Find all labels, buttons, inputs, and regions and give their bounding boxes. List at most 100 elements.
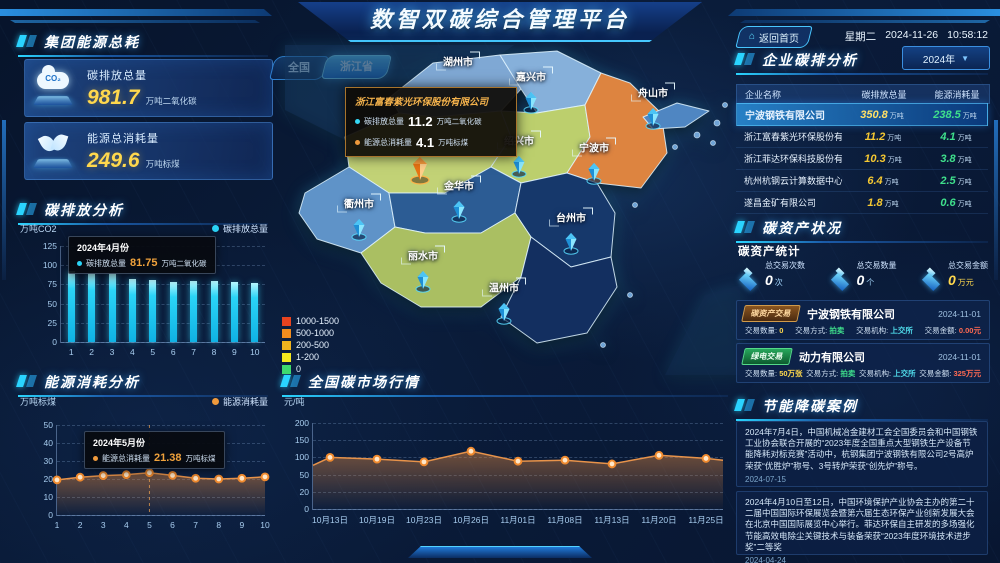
year-dropdown[interactable]: 2024年 ▼ bbox=[902, 46, 990, 70]
tooltip-dot-icon bbox=[355, 119, 360, 124]
line-data-point[interactable] bbox=[701, 454, 711, 463]
city-label-丽水市[interactable]: 丽水市 bbox=[401, 245, 445, 265]
city-label-衢州市[interactable]: 衢州市 bbox=[337, 193, 381, 213]
emission-bar[interactable] bbox=[108, 273, 116, 342]
city-label-宁波市[interactable]: 宁波市 bbox=[572, 137, 616, 157]
emission-bar[interactable] bbox=[67, 271, 75, 342]
emission-bar[interactable] bbox=[251, 282, 259, 342]
tooltip-company-name: 浙江富春紫光环保股份有限公司 bbox=[355, 97, 489, 108]
legend-dot-icon bbox=[211, 225, 219, 232]
city-label-舟山市[interactable]: 舟山市 bbox=[631, 82, 675, 102]
city-label-嘉兴市[interactable]: 嘉兴市 bbox=[509, 66, 553, 86]
city-pin-icon[interactable] bbox=[645, 106, 661, 135]
section-title-carbon-asset: 碳资产状况 bbox=[734, 218, 988, 243]
city-pin-icon[interactable] bbox=[415, 269, 431, 298]
city-pin-icon[interactable] bbox=[351, 217, 367, 246]
region-ningbo bbox=[566, 72, 668, 189]
city-pin-icon[interactable] bbox=[586, 161, 602, 190]
city-label-金华市[interactable]: 金华市 bbox=[437, 175, 481, 195]
zhejiang-map[interactable]: 湖州市 嘉兴市 舟山市 绍兴市 宁波市 金华市 衢州市 台州市 丽水市 温州市 bbox=[275, 31, 740, 375]
city-label-温州市[interactable]: 温州市 bbox=[482, 277, 526, 297]
x-axis-tick: 11月08日 bbox=[547, 515, 583, 525]
city-pin-icon[interactable] bbox=[496, 301, 512, 330]
y-axis-unit: 万吨CO2 bbox=[20, 224, 57, 234]
city-pin-icon[interactable] bbox=[451, 199, 467, 228]
x-axis-tick: 10月26日 bbox=[453, 515, 489, 525]
line-data-point[interactable] bbox=[98, 471, 108, 480]
emission-value: 11.2 bbox=[864, 130, 886, 143]
emission-bar[interactable] bbox=[210, 281, 218, 342]
y-axis-tick: 0 bbox=[304, 504, 309, 514]
gridline bbox=[61, 284, 265, 286]
city-pin-icon[interactable] bbox=[523, 90, 539, 119]
gridline bbox=[313, 509, 723, 510]
card-value: 981.7 bbox=[87, 85, 140, 109]
datetime-display: 星期二 2024-11-26 10:58:12 bbox=[828, 29, 988, 44]
gridline bbox=[57, 425, 265, 426]
section-marker-icon bbox=[16, 35, 27, 47]
legend-label: 500-1000 bbox=[296, 328, 335, 338]
emission-bar[interactable] bbox=[169, 281, 177, 342]
line-data-point[interactable] bbox=[145, 468, 154, 478]
emission-bar[interactable] bbox=[149, 279, 157, 342]
line-data-point[interactable] bbox=[191, 473, 201, 483]
card-value: 249.6 bbox=[87, 148, 140, 172]
line-data-point[interactable] bbox=[75, 472, 85, 482]
line-data-point[interactable] bbox=[260, 472, 270, 482]
right-edge-decoration bbox=[994, 120, 998, 280]
emission-bar[interactable] bbox=[128, 279, 136, 342]
tooltip-dot-icon bbox=[93, 455, 98, 461]
line-data-point[interactable] bbox=[466, 446, 476, 456]
energy-plot-area: 0 10 20 30 40 50 1 2 3 4 5 6 7 8 9 10 bbox=[44, 420, 270, 530]
case-item-1[interactable]: 2024年7月4日，中国机械冶金建材工会全国委员会和中国钢铁工业协会联合开展的“… bbox=[736, 421, 988, 487]
selected-company-marker-icon[interactable] bbox=[410, 155, 430, 190]
y-axis-tick: 50 bbox=[299, 469, 309, 480]
city-pin-icon[interactable] bbox=[511, 154, 527, 183]
x-axis-tick: 1 bbox=[68, 347, 74, 357]
header-decoration-right-2 bbox=[740, 20, 990, 23]
emission-bar[interactable] bbox=[190, 281, 198, 342]
x-axis-tick: 6 bbox=[170, 347, 176, 357]
line-data-point[interactable] bbox=[419, 457, 429, 467]
line-data-point[interactable] bbox=[214, 474, 224, 484]
emission-bar[interactable] bbox=[230, 282, 238, 342]
enterprise-name: 杭州杭钢云计算数据中心有限公司 bbox=[744, 176, 842, 186]
return-home-button[interactable]: ⌂ 返回首页 bbox=[735, 26, 813, 48]
case-item-2[interactable]: 2024年4月10日至12日，中国环境保护产业协会主办的第二十二届中国国际环保展… bbox=[736, 491, 988, 563]
transaction-amount-icon bbox=[919, 263, 943, 287]
x-axis-tick: 1 bbox=[54, 520, 60, 530]
x-axis-tick: 10月13日 bbox=[312, 515, 348, 525]
line-data-point[interactable] bbox=[654, 450, 664, 460]
emission-unit: 万吨 bbox=[889, 112, 904, 120]
city-label-台州市[interactable]: 台州市 bbox=[549, 207, 593, 227]
line-data-point[interactable] bbox=[121, 470, 131, 480]
line-data-point[interactable] bbox=[607, 459, 617, 469]
city-pin-icon[interactable] bbox=[563, 231, 579, 260]
section-title-group-energy: 集团能源总耗 bbox=[16, 32, 268, 57]
emission-bar[interactable] bbox=[88, 272, 96, 342]
line-data-point[interactable] bbox=[168, 471, 177, 480]
weekday-label: 星期二 bbox=[844, 31, 877, 43]
line-data-point[interactable] bbox=[560, 455, 570, 465]
line-data-point[interactable] bbox=[237, 473, 247, 483]
line-data-point[interactable] bbox=[325, 453, 335, 462]
legend-swatch-icon bbox=[282, 328, 291, 338]
x-axis-tick: 3 bbox=[100, 520, 106, 530]
line-data-point[interactable] bbox=[52, 475, 62, 485]
legend-label: 1000-1500 bbox=[296, 316, 340, 326]
transaction-card-green-power[interactable]: 绿电交易 动力有限公司 2024-11-01 交易数量: 50万张 交易方式: … bbox=[736, 343, 990, 383]
enterprise-name: 浙江富春紫光环保股份有限公司 bbox=[744, 132, 842, 142]
emission-cell: 1.8 万吨 bbox=[842, 197, 924, 209]
transaction-card-carbon[interactable]: 碳资产交易 宁波钢铁有限公司 2024-11-01 交易数量: 0 交易方式: … bbox=[736, 300, 990, 340]
page-title: 数智双碳综合管理平台 bbox=[369, 7, 630, 32]
city-label-湖州市[interactable]: 湖州市 bbox=[436, 51, 480, 71]
table-row[interactable]: 遂昌金矿有限公司 1.8 万吨 0.6 万吨 bbox=[736, 192, 988, 214]
y-axis-tick: 75 bbox=[47, 279, 57, 290]
table-row[interactable]: 宁波钢铁有限公司 350.8 万吨 238.5 万吨 bbox=[736, 103, 988, 126]
line-data-point[interactable] bbox=[372, 454, 382, 464]
line-data-point[interactable] bbox=[513, 456, 523, 466]
x-axis-tick: 6 bbox=[170, 520, 175, 530]
